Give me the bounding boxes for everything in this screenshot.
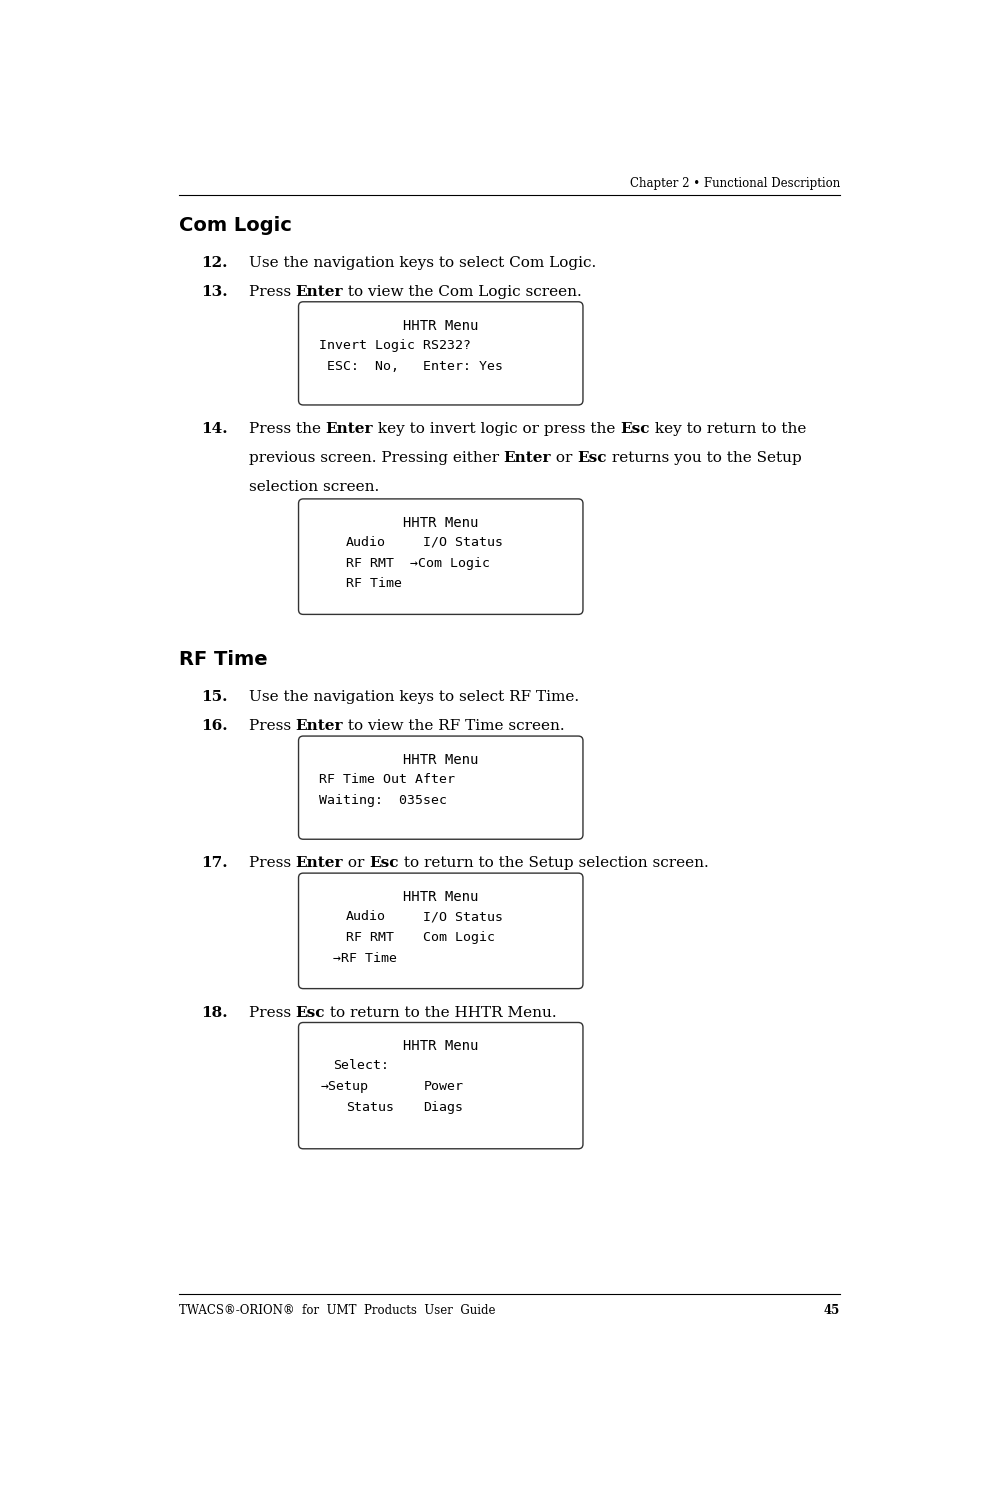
Text: to view the Com Logic screen.: to view the Com Logic screen. xyxy=(343,285,582,299)
Text: Audio: Audio xyxy=(345,536,386,549)
Text: Press the: Press the xyxy=(249,422,326,435)
Text: 15.: 15. xyxy=(201,690,227,704)
Text: Audio: Audio xyxy=(345,910,386,923)
Text: 13.: 13. xyxy=(201,285,227,299)
Text: Enter: Enter xyxy=(295,856,343,871)
Text: Status: Status xyxy=(345,1102,394,1114)
Text: Use the navigation keys to select Com Logic.: Use the navigation keys to select Com Lo… xyxy=(249,255,595,270)
Text: 18.: 18. xyxy=(201,1006,227,1019)
Text: HHTR Menu: HHTR Menu xyxy=(403,516,478,530)
Text: RF Time: RF Time xyxy=(345,578,401,590)
Text: TWACS®-ORION®  for  UMT  Products  User  Guide: TWACS®-ORION® for UMT Products User Guid… xyxy=(179,1303,495,1316)
Text: or: or xyxy=(343,856,369,871)
Text: Press: Press xyxy=(249,285,295,299)
Text: →RF Time: →RF Time xyxy=(333,952,397,965)
Text: key to return to the: key to return to the xyxy=(649,422,806,435)
Text: to return to the HHTR Menu.: to return to the HHTR Menu. xyxy=(325,1006,557,1019)
FancyBboxPatch shape xyxy=(298,735,583,839)
Text: RF Time Out After: RF Time Out After xyxy=(319,773,455,787)
Text: Press: Press xyxy=(249,719,295,732)
Text: Enter: Enter xyxy=(295,285,343,299)
Text: Power: Power xyxy=(423,1081,463,1093)
FancyBboxPatch shape xyxy=(298,498,583,614)
Text: to view the RF Time screen.: to view the RF Time screen. xyxy=(343,719,565,732)
Text: Com Logic: Com Logic xyxy=(179,216,291,234)
Text: RF RMT: RF RMT xyxy=(345,931,394,944)
Text: 17.: 17. xyxy=(201,856,227,871)
Text: Chapter 2 • Functional Description: Chapter 2 • Functional Description xyxy=(630,177,840,191)
Text: HHTR Menu: HHTR Menu xyxy=(403,890,478,904)
Text: RF Time: RF Time xyxy=(179,650,268,669)
Text: ESC:  No,   Enter: Yes: ESC: No, Enter: Yes xyxy=(319,360,503,372)
Text: or: or xyxy=(551,452,578,465)
Text: previous screen. Pressing either: previous screen. Pressing either xyxy=(249,452,504,465)
FancyBboxPatch shape xyxy=(298,1022,583,1148)
Text: →Com Logic: →Com Logic xyxy=(410,557,490,570)
Text: →Setup: →Setup xyxy=(320,1081,368,1093)
Text: I/O Status: I/O Status xyxy=(423,536,503,549)
Text: HHTR Menu: HHTR Menu xyxy=(403,754,478,767)
Text: 12.: 12. xyxy=(201,255,227,270)
FancyBboxPatch shape xyxy=(298,874,583,989)
Text: to return to the Setup selection screen.: to return to the Setup selection screen. xyxy=(399,856,708,871)
Text: I/O Status: I/O Status xyxy=(423,910,503,923)
Text: Use the navigation keys to select RF Time.: Use the navigation keys to select RF Tim… xyxy=(249,690,579,704)
Text: Enter: Enter xyxy=(295,719,343,732)
Text: 16.: 16. xyxy=(201,719,227,732)
Text: Waiting:  035sec: Waiting: 035sec xyxy=(319,794,447,808)
Text: Esc: Esc xyxy=(620,422,649,435)
Text: selection screen.: selection screen. xyxy=(249,480,379,494)
Text: Press: Press xyxy=(249,856,295,871)
Text: Esc: Esc xyxy=(578,452,607,465)
Text: Com Logic: Com Logic xyxy=(423,931,495,944)
Text: HHTR Menu: HHTR Menu xyxy=(403,1039,478,1054)
Text: Select:: Select: xyxy=(333,1060,389,1072)
Text: RF RMT: RF RMT xyxy=(345,557,394,570)
Text: 14.: 14. xyxy=(201,422,227,435)
FancyBboxPatch shape xyxy=(298,302,583,405)
Text: Diags: Diags xyxy=(423,1102,463,1114)
Text: Invert Logic RS232?: Invert Logic RS232? xyxy=(319,339,470,351)
Text: HHTR Menu: HHTR Menu xyxy=(403,318,478,333)
Text: returns you to the Setup: returns you to the Setup xyxy=(607,452,802,465)
Text: Esc: Esc xyxy=(369,856,399,871)
Text: Enter: Enter xyxy=(326,422,373,435)
Text: 45: 45 xyxy=(824,1303,840,1316)
Text: Press: Press xyxy=(249,1006,295,1019)
Text: Enter: Enter xyxy=(504,452,551,465)
Text: key to invert logic or press the: key to invert logic or press the xyxy=(373,422,620,435)
Text: Esc: Esc xyxy=(295,1006,325,1019)
